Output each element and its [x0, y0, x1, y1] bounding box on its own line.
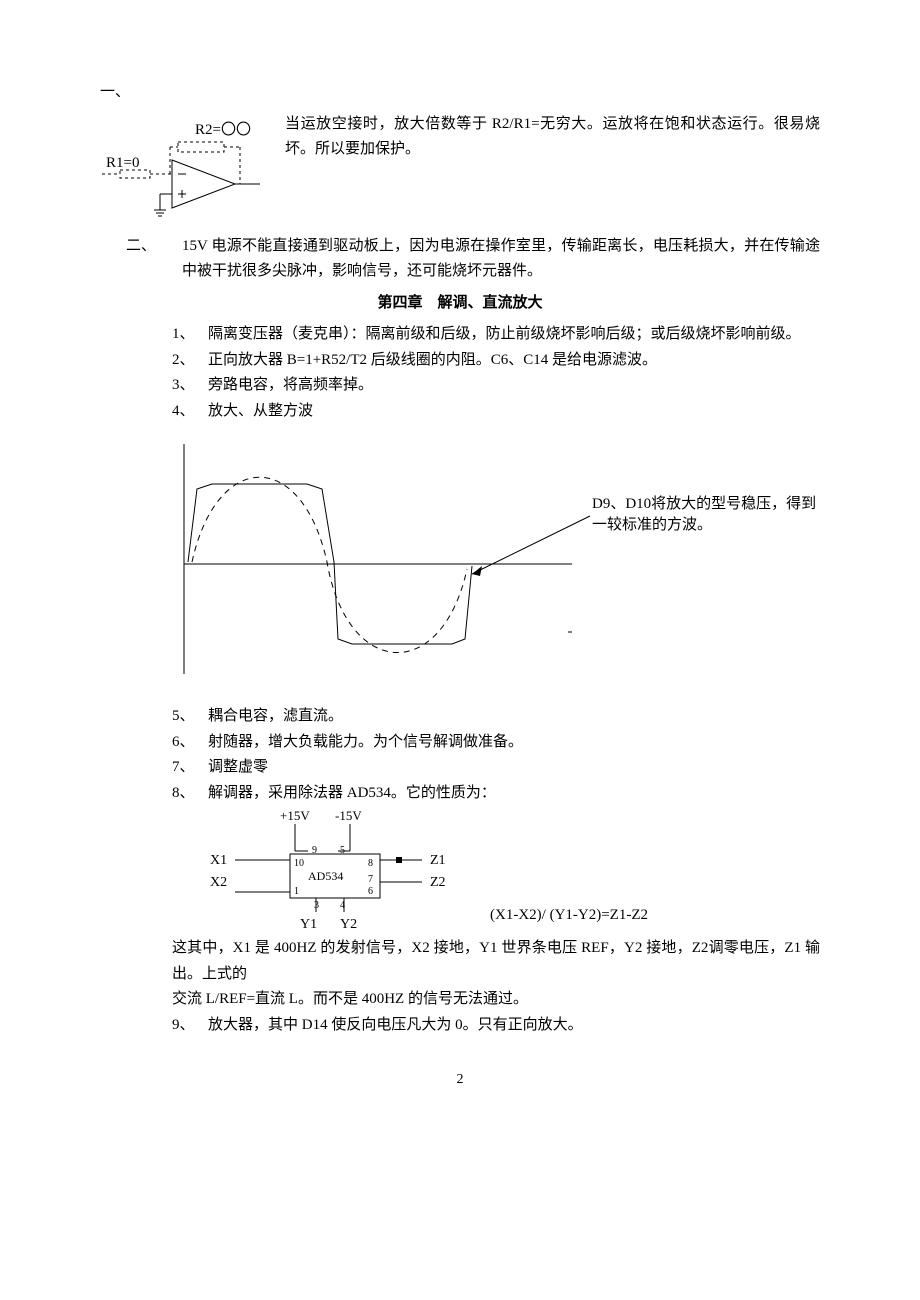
list-item-text: 正向放大器 B=1+R52/T2 后级线圈的内阻。C6、C14 是给电源滤波。 — [208, 348, 820, 374]
list-item-text: 放大、从整方波 — [208, 399, 820, 425]
list-item-text: 隔离变压器（麦克串）：隔离前级和后级，防止前级烧坏影响后级；或后级烧坏影响前级。 — [208, 322, 820, 348]
svg-text:-15V: -15V — [335, 808, 362, 823]
list-item-text: 调整虚零 — [208, 755, 820, 781]
svg-text:Z1: Z1 — [430, 853, 446, 868]
svg-text:Y2: Y2 — [340, 917, 357, 932]
list-item-num: 3、 — [172, 373, 208, 399]
list-item-text: 解调器，采用除法器 AD534。它的性质为： — [208, 781, 820, 807]
tail-line1: 这其中，X1 是 400HZ 的发射信号，X2 接地，Y1 世界条电压 REF，… — [172, 936, 820, 987]
list-item-num: 9、 — [172, 1013, 208, 1039]
ad534-formula: (X1-X2)/ (Y1-Y2)=Z1-Z2 — [490, 903, 648, 937]
figure-waveform-caption: D9、D10将放大的型号稳压，得到 一较标准的方波。 — [592, 494, 816, 536]
list-item-text: 旁路电容，将高频率掉。 — [208, 373, 820, 399]
list-item-num: 5、 — [172, 704, 208, 730]
figure-opamp: R2=〇〇 R1=0 — [100, 112, 275, 232]
svg-text:10: 10 — [294, 858, 304, 869]
list-item-num: 4、 — [172, 399, 208, 425]
chapter-title: 第四章 解调、直流放大 — [100, 291, 820, 317]
svg-text:9: 9 — [312, 845, 317, 856]
section-two-marker: 二、 — [100, 234, 182, 260]
list-item-text: 放大器，其中 D14 使反向电压凡大为 0。只有正向放大。 — [208, 1013, 820, 1039]
svg-text:X1: X1 — [210, 853, 227, 868]
list-item-text: 射随器，增大负载能力。为个信号解调做准备。 — [208, 730, 820, 756]
svg-text:7: 7 — [368, 874, 373, 885]
list-item-num: 7、 — [172, 755, 208, 781]
svg-text:Y1: Y1 — [300, 917, 317, 932]
list-item-num: 2、 — [172, 348, 208, 374]
fig2-caption-line2: 一较标准的方波。 — [592, 517, 712, 533]
list-a: 1、 隔离变压器（麦克串）：隔离前级和后级，防止前级烧坏影响后级；或后级烧坏影响… — [172, 322, 820, 424]
svg-text:8: 8 — [368, 858, 373, 869]
svg-text:+15V: +15V — [280, 808, 310, 823]
svg-text:AD534: AD534 — [308, 869, 343, 883]
list-item-num: 6、 — [172, 730, 208, 756]
list-item-num: 1、 — [172, 322, 208, 348]
list-b: 5、 耦合电容，滤直流。 6、 射随器，增大负载能力。为个信号解调做准备。 7、… — [172, 704, 820, 806]
tail-line2: 交流 L/REF=直流 L。而不是 400HZ 的信号无法通过。 — [172, 987, 820, 1013]
svg-text:5: 5 — [340, 845, 345, 856]
svg-text:1: 1 — [294, 886, 299, 897]
fig2-caption-line1: D9、D10将放大的型号稳压，得到 — [592, 496, 816, 512]
svg-text:X2: X2 — [210, 875, 227, 890]
list-item-text: 耦合电容，滤直流。 — [208, 704, 820, 730]
fig1-r1-label: R1=0 — [106, 155, 139, 171]
list-item-num: 8、 — [172, 781, 208, 807]
svg-text:6: 6 — [368, 886, 373, 897]
section-two-text: 15V 电源不能直接通到驱动板上，因为电源在操作室里，传输距离长，电压耗损大，并… — [182, 234, 820, 285]
section-one-marker: 一、 — [100, 80, 820, 106]
figure-waveform: D9、D10将放大的型号稳压，得到 一较标准的方波。 — [172, 434, 892, 694]
page-number: 2 — [100, 1068, 820, 1092]
svg-text:Z2: Z2 — [430, 875, 446, 890]
fig1-r2-label: R2=〇〇 — [195, 121, 251, 138]
list-c: 9、 放大器，其中 D14 使反向电压凡大为 0。只有正向放大。 — [172, 1013, 820, 1039]
figure-ad534: +15V -15V AD534 10 9 5 8 1 7 6 3 4 — [200, 806, 480, 936]
